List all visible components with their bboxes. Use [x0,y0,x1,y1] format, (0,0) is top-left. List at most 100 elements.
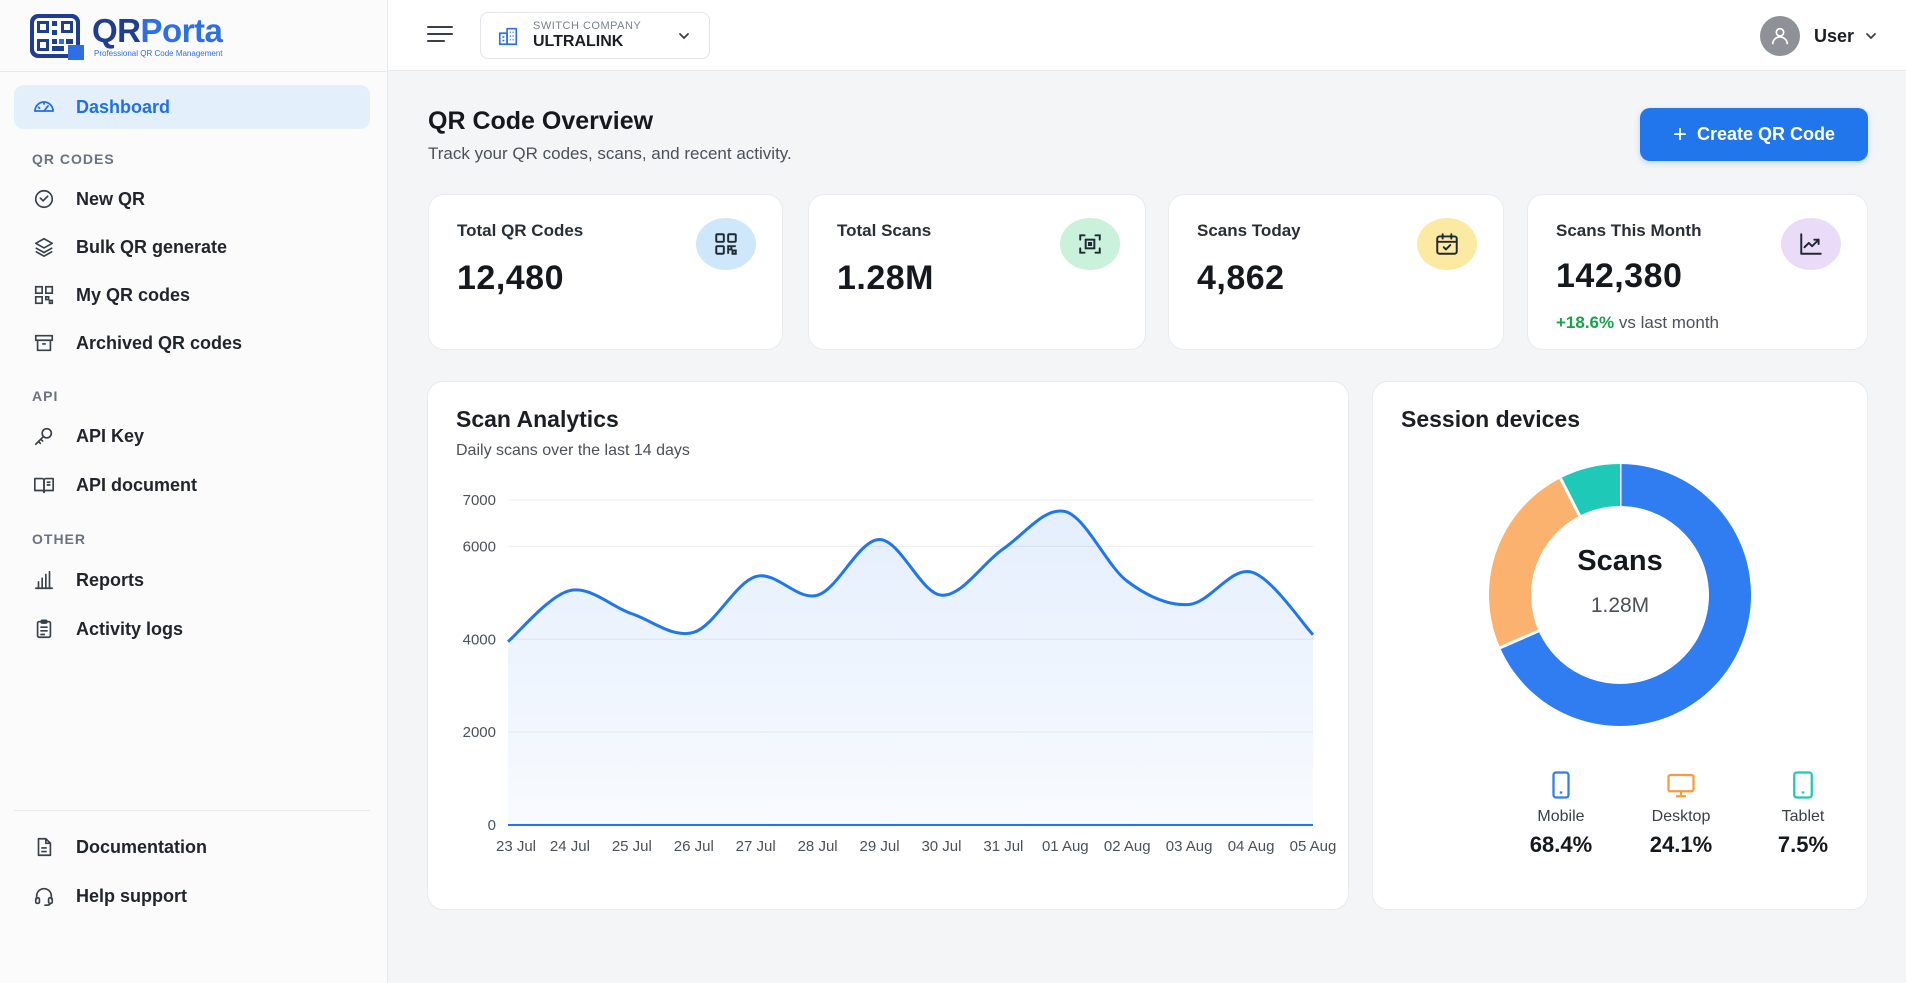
headset-icon [32,884,56,908]
create-qr-code-button[interactable]: + Create QR Code [1640,108,1868,161]
sidebar-item-label: Documentation [76,836,208,857]
donut-separator [1499,629,1540,650]
stat-value: 4,862 [1197,259,1285,297]
section-title-other: OTHER [32,531,86,547]
delta-suffix: vs last month [1614,313,1720,332]
x-tick-label: 27 Jul [736,838,776,855]
x-tick-label: 03 Aug [1166,838,1213,855]
user-menu[interactable]: User [1759,16,1878,56]
create-qr-code-label: Create QR Code [1696,124,1836,144]
device-name: Mobile [1537,808,1585,825]
menu-toggle-button[interactable] [426,22,454,46]
x-tick-label: 30 Jul [921,838,961,855]
sidebar-item-my-qr-codes[interactable]: My QR codes [14,273,370,317]
divider [14,810,370,811]
tablet-icon [1793,771,1813,799]
x-tick-label: 29 Jul [860,838,900,855]
mobile-icon [1552,771,1570,799]
scan-frame-icon [1060,218,1120,270]
section-title-qr-codes: QR CODES [32,151,115,167]
sidebar-item-reports[interactable]: Reports [14,558,370,602]
layers-icon [32,235,56,259]
calendar-check-icon [1417,218,1477,270]
sidebar-item-help-support[interactable]: Help support [14,874,370,918]
x-tick-label: 04 Aug [1228,838,1275,855]
device-mobile: Mobile 68.4% [1501,770,1621,858]
sidebar-item-documentation[interactable]: Documentation [14,825,370,869]
x-tick-label: 31 Jul [983,838,1023,855]
sidebar-item-api-key[interactable]: API Key [14,414,370,458]
sidebar-item-label: Archived QR codes [76,332,243,353]
stat-value: 12,480 [457,259,564,297]
sidebar: QRPorta Professional QR Code Management … [0,0,388,983]
donut-center-label: Scans [1577,545,1662,577]
donut-slice-mobile[interactable] [1500,464,1751,726]
donut-slice-tablet[interactable] [1560,464,1621,517]
stat-label: Total Scans [837,221,932,240]
delta-value: +18.6% [1556,313,1615,332]
brand-logo[interactable]: QRPorta Professional QR Code Management [28,10,223,62]
company-name: ULTRALINK [533,33,624,50]
stat-label: Scans This Month [1556,221,1702,240]
page-title: QR Code Overview [428,107,654,135]
brand-tagline: Professional QR Code Management [94,49,223,58]
sidebar-item-activity-logs[interactable]: Activity logs [14,607,370,651]
qr-grid-icon [32,283,56,307]
devices-donut-chart: Scans 1.28M [1489,464,1751,726]
x-tick-label: 28 Jul [798,838,838,855]
sidebar-item-label: API document [76,474,198,495]
clipboard-icon [32,617,56,641]
donut-slice-desktop[interactable] [1489,478,1581,648]
sidebar-item-dashboard[interactable]: Dashboard [14,85,370,129]
device-tablet: Tablet 7.5% [1743,770,1863,858]
device-desktop: Desktop 24.1% [1621,770,1741,858]
chevron-down-icon [1864,29,1878,43]
qr-code-icon [696,218,756,270]
chart-title: Scan Analytics [456,406,619,432]
y-tick-label: 6000 [463,538,496,555]
chart-subtitle: Daily scans over the last 14 days [456,442,690,459]
y-tick-label: 4000 [463,631,496,648]
stat-value: 142,380 [1556,257,1683,295]
user-icon [1771,27,1789,45]
top-bar: SWITCH COMPANY ULTRALINK User [388,0,1906,71]
x-tick-label: 05 Aug [1290,838,1337,855]
sidebar-item-label: Reports [76,569,145,590]
building-icon [497,25,519,47]
sidebar-item-label: Bulk QR generate [76,236,228,257]
switch-company-dropdown[interactable]: SWITCH COMPANY ULTRALINK [480,12,710,59]
key-icon [32,424,56,448]
sidebar-item-bulk-qr-generate[interactable]: Bulk QR generate [14,225,370,269]
x-tick-label: 24 Jul [550,838,590,855]
sidebar-item-archived-qr-codes[interactable]: Archived QR codes [14,321,370,365]
device-percent: 68.4% [1529,832,1593,857]
y-tick-label: 0 [488,817,496,834]
x-tick-label: 25 Jul [612,838,652,855]
brand-name: QRPorta [92,12,223,49]
sidebar-item-api-document[interactable]: API document [14,463,370,507]
sidebar-item-label: Dashboard [76,96,171,117]
divider [0,71,388,72]
archive-icon [32,331,56,355]
stat-card-scans-today: Scans Today 4,862 [1168,194,1504,350]
stat-card-scans-this-month: Scans This Month 142,380 +18.6% vs last … [1527,194,1868,350]
sidebar-item-new-qr[interactable]: New QR [14,177,370,221]
gauge-icon [32,95,56,119]
x-tick-label: 01 Aug [1042,838,1089,855]
stat-card-total-qr-codes: Total QR Codes 12,480 [428,194,783,350]
stat-label: Total QR Codes [457,221,584,240]
plus-icon: + [1672,120,1687,148]
user-name: User [1813,25,1854,46]
stat-value: 1.28M [837,259,934,297]
page-subtitle: Track your QR codes, scans, and recent a… [428,144,792,163]
switch-company-label: SWITCH COMPANY [533,20,642,32]
desktop-icon [1667,773,1695,798]
x-tick-label: 02 Aug [1104,838,1151,855]
device-percent: 24.1% [1649,832,1713,857]
device-name: Desktop [1651,808,1711,825]
qr-scan-icon [32,187,56,211]
sidebar-item-label: Activity logs [76,618,184,639]
sidebar-item-label: New QR [76,188,146,209]
stat-delta: +18.6% vs last month [1556,313,1719,333]
scan-analytics-chart: 0 2000 4000 6000 7000 23 Jul 24 Jul 25 Jul 26 Ju… [463,492,1337,855]
